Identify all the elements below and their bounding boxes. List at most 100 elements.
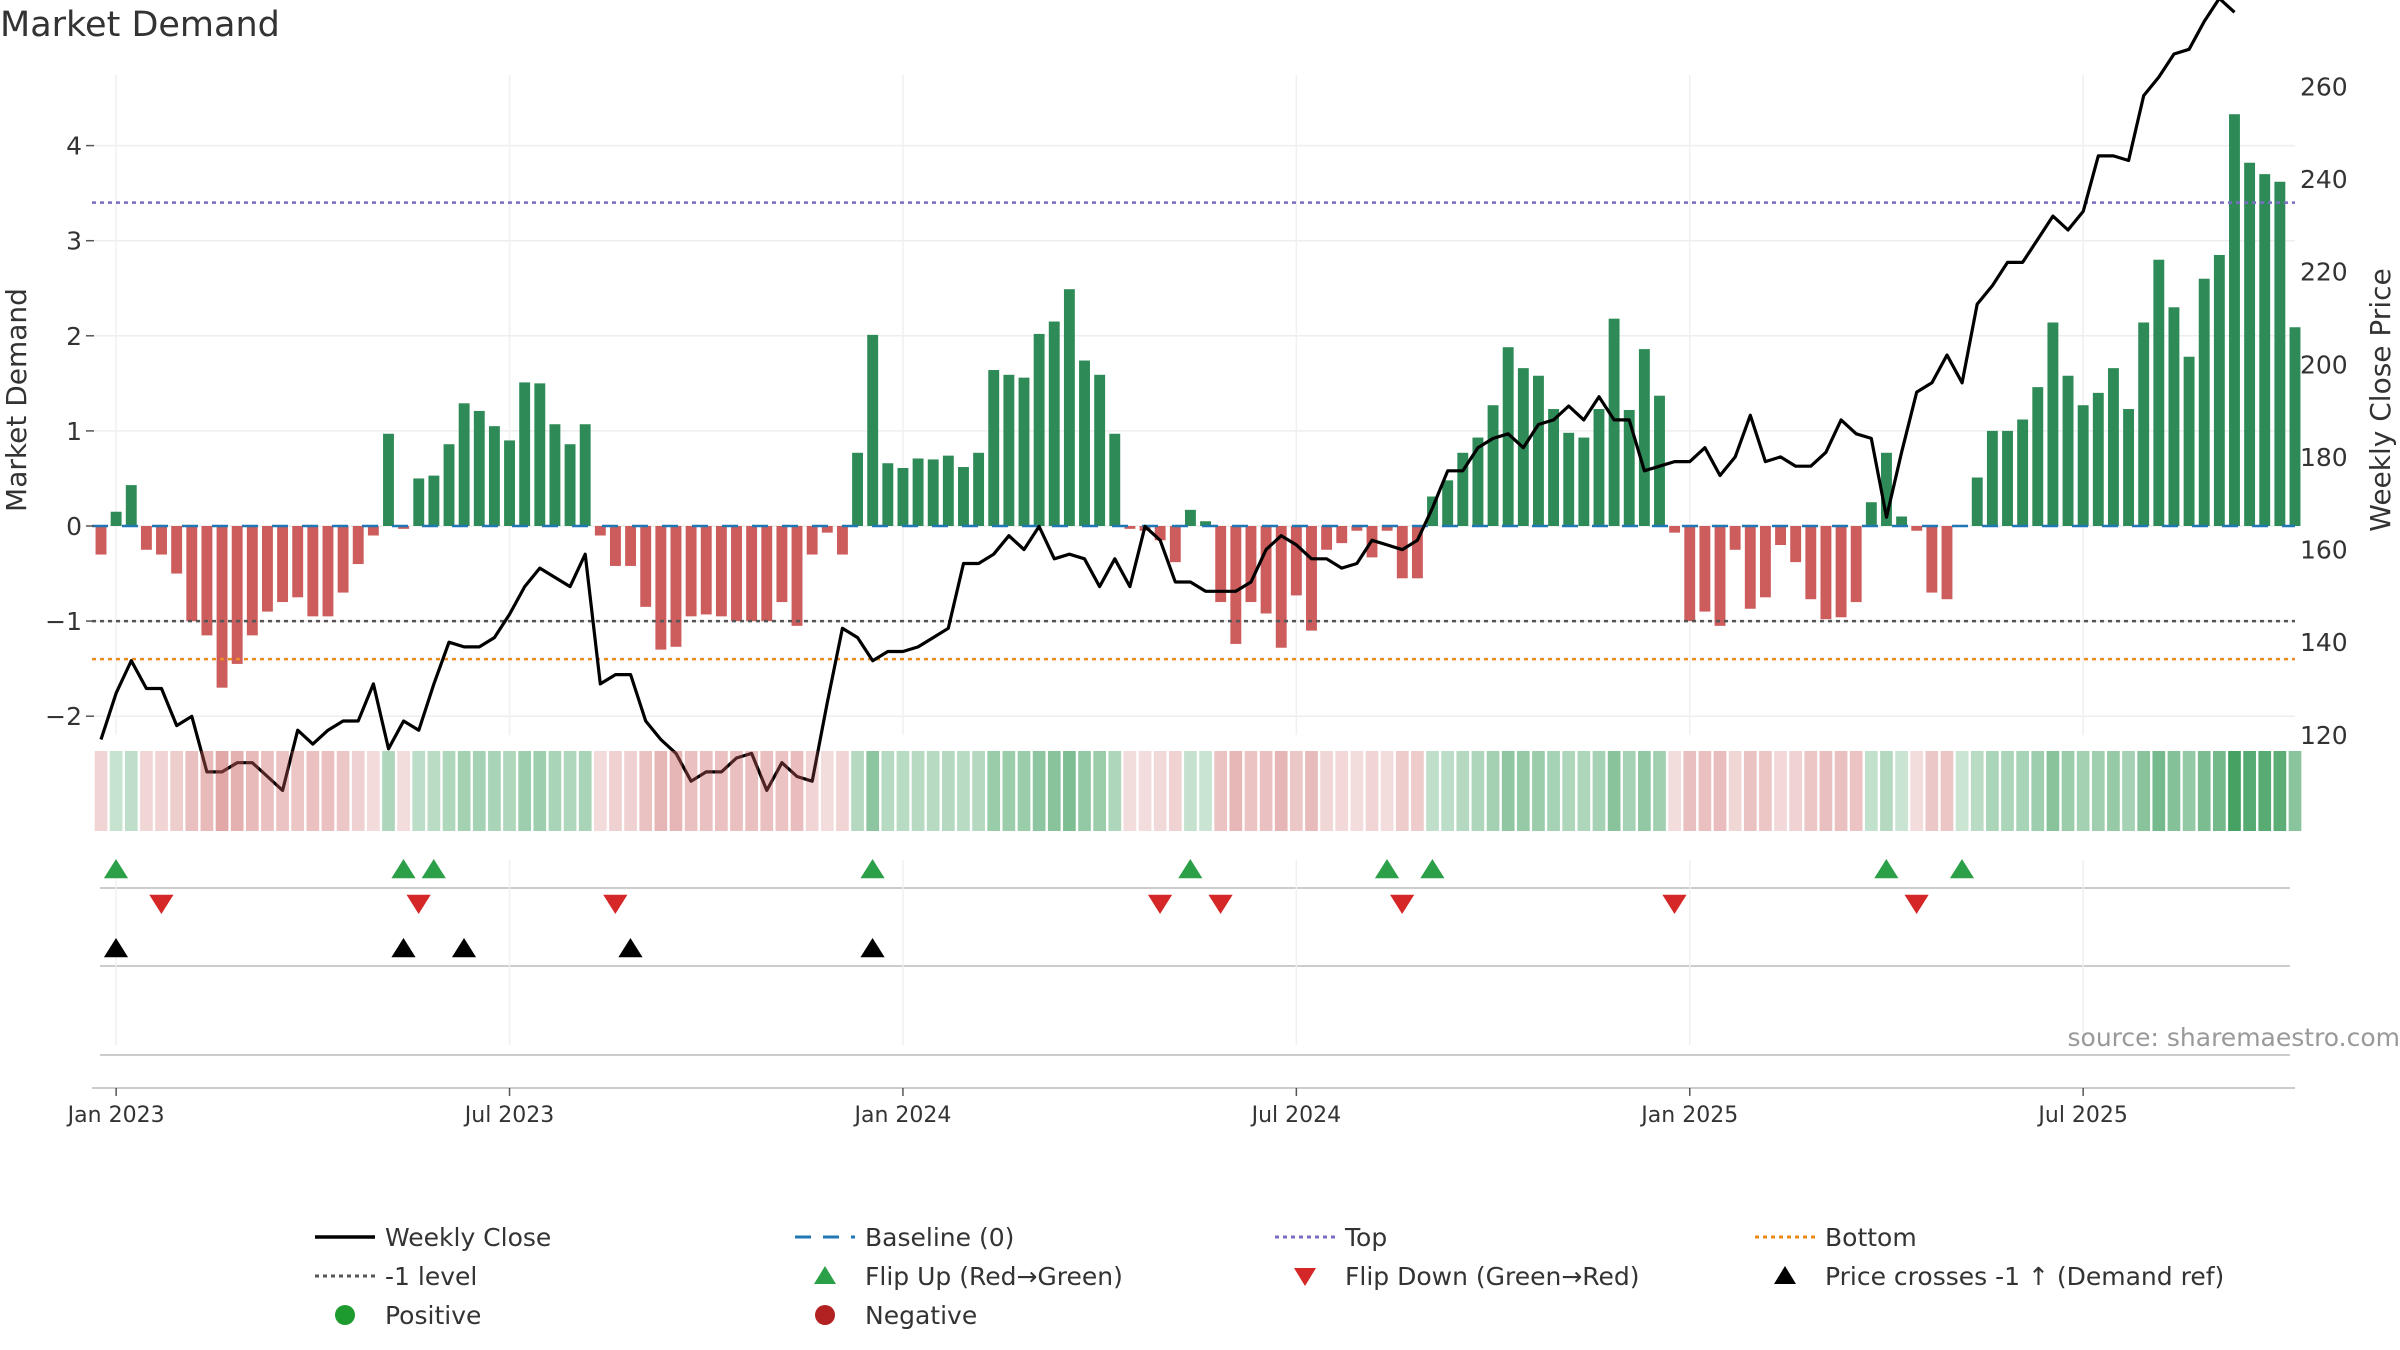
heat-strip-cell [1743, 751, 1757, 831]
demand-bar [2017, 419, 2029, 526]
demand-bar [1775, 526, 1786, 546]
x-tick-label: Jul 2025 [2036, 1103, 2128, 1128]
heat-strip-cell [1774, 751, 1787, 831]
heat-strip-cell [609, 751, 622, 831]
heat-strip-cell [775, 751, 789, 831]
demand-bar [488, 426, 500, 526]
flip-up-marker [1874, 859, 1899, 879]
heat-strip-cell [472, 751, 486, 831]
demand-bar [504, 440, 515, 526]
demand-bar [1820, 526, 1832, 620]
demand-bar [1729, 526, 1741, 550]
y-tick-label-left: 1 [66, 417, 82, 446]
demand-bar [1533, 375, 1544, 526]
heat-strip-cell [805, 751, 819, 831]
heat-strip-cell [593, 751, 607, 831]
heat-strip-cell [200, 751, 214, 831]
demand-bar [367, 526, 379, 536]
heat-strip-cell [245, 751, 259, 831]
demand-bar [2138, 322, 2150, 526]
demand-bar [2153, 259, 2165, 526]
demand-bar [1699, 526, 1711, 612]
heat-strip-cell [276, 751, 289, 831]
demand-bar [988, 370, 1000, 526]
legend-label: Bottom [1825, 1223, 1917, 1252]
heat-strip-cell [1622, 751, 1636, 831]
demand-bar [1124, 526, 1136, 529]
heat-strip-cell [790, 751, 804, 831]
heat-strip-cell [820, 751, 834, 831]
demand-bar [473, 410, 485, 526]
heat-strip-cell [2273, 751, 2287, 831]
heat-strip-cell [1214, 751, 1228, 831]
heat-strip-cell [1032, 751, 1046, 831]
y-tick-label-right: 240 [2300, 165, 2348, 194]
demand-bar [1094, 374, 1106, 526]
heat-strip-cell [488, 751, 501, 831]
y-tick-label-right: 120 [2300, 721, 2348, 750]
heat-strip-cell [94, 751, 108, 831]
heat-strip-cell [760, 751, 774, 831]
heat-strip-cell [1668, 751, 1681, 831]
heat-strip-cell [124, 751, 138, 831]
heat-strip-cell [1259, 751, 1273, 831]
demand-bar [1442, 480, 1454, 526]
heat-strip-cell [1532, 751, 1545, 831]
heat-strip-cell [1063, 751, 1076, 831]
demand-bar [1714, 526, 1726, 626]
demand-bar [110, 511, 122, 526]
demand-bar [1048, 321, 1060, 526]
demand-bar [1154, 526, 1166, 541]
legend-swatch [815, 1305, 835, 1325]
heat-strip-cell [109, 751, 123, 831]
heat-strip-cell [2182, 751, 2196, 831]
heat-strip-cell [1834, 751, 1848, 831]
heat-strip-cell [170, 751, 184, 831]
demand-bar [1245, 526, 1257, 603]
demand-bar [1623, 409, 1635, 526]
demand-bar [640, 526, 652, 607]
demand-bar [1881, 452, 1892, 526]
demand-bar [1290, 526, 1302, 596]
legend: Weekly Close Baseline (0) Top Bottom -1 leve… [315, 1223, 2224, 1330]
heat-strip-cell [1229, 751, 1243, 831]
demand-bar [337, 526, 349, 593]
heat-strip-cell [2076, 751, 2090, 831]
heat-strip-cell [185, 751, 199, 831]
flip-up-marker [103, 859, 129, 879]
heat-strip-cell [715, 751, 728, 831]
demand-bar [746, 526, 758, 622]
flip-down-marker [1390, 894, 1415, 914]
heat-strip-cell [1501, 751, 1515, 831]
heat-strip-cell [2046, 751, 2060, 831]
heat-strip-cell [639, 751, 653, 831]
heat-strip-cell [836, 751, 849, 831]
demand-bar [201, 526, 213, 636]
demand-bar [246, 526, 258, 636]
demand-bar [1941, 526, 1953, 600]
heat-strip-cell [972, 751, 985, 831]
demand-bar [1411, 526, 1423, 579]
flip-up-marker [391, 859, 416, 879]
heat-strip-cell [2016, 751, 2029, 831]
demand-bar [1351, 526, 1363, 531]
heat-strip-cell [1471, 751, 1485, 831]
demand-bar [383, 433, 394, 526]
demand-bar [625, 526, 637, 566]
heat-strip-cell [1002, 751, 1016, 831]
y-tick-label-left: 3 [66, 227, 82, 256]
heat-strip-cell [1486, 751, 1500, 831]
heat-strip-cell [336, 751, 350, 831]
flip-up-marker [1949, 859, 1975, 879]
heat-strip-cell [2212, 751, 2226, 831]
price-cross-marker [618, 938, 643, 958]
demand-bar [1169, 526, 1181, 563]
demand-bar [685, 526, 697, 617]
heat-strip-cell [941, 751, 955, 831]
demand-bar [1336, 526, 1348, 544]
price-cross-marker [391, 938, 416, 958]
y-tick-label-right: 260 [2300, 72, 2348, 101]
demand-bar [216, 526, 228, 688]
heat-strip-cell [442, 751, 456, 831]
